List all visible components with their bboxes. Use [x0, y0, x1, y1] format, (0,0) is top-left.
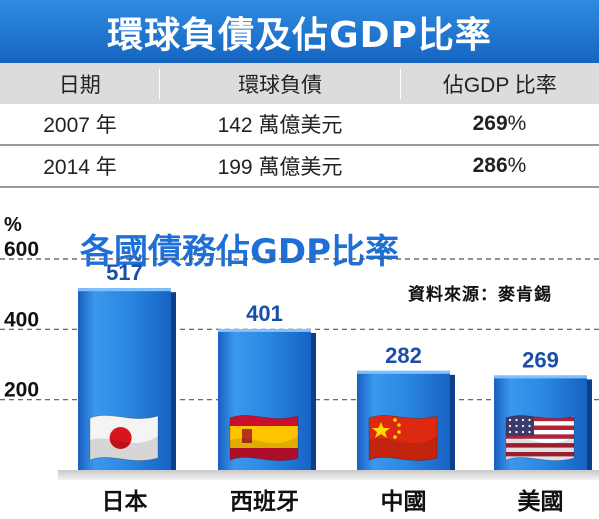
bar-highlight	[78, 288, 171, 292]
y-tick-label: 400	[4, 308, 39, 331]
chart-baseline	[58, 470, 599, 480]
bar-shadow	[448, 374, 455, 470]
cell-ratio: 269%	[400, 112, 599, 136]
header-debt: 環球負債	[159, 68, 399, 99]
ratio-unit: %	[507, 112, 527, 135]
table-row: 2014 年 199 萬億美元 286%	[0, 144, 599, 188]
y-tick-label: 600	[4, 238, 39, 261]
y-tick-label: 200	[4, 379, 39, 402]
bar-highlight	[218, 328, 311, 332]
debt-table: 日期 環球負債 佔GDP 比率 2007 年 142 萬億美元 269% 201…	[0, 63, 599, 188]
cell-ratio: 286%	[400, 154, 599, 178]
table-title: 環球負債及佔GDP比率	[107, 14, 492, 56]
chart-title: 各國債務佔GDP比率	[80, 232, 400, 272]
cell-debt: 199 萬億美元	[217, 156, 343, 179]
cell-debt: 142 萬億美元	[217, 114, 343, 137]
data-label: 269	[522, 347, 559, 372]
cell-date: 2007 年	[43, 114, 117, 137]
bar-highlight	[494, 375, 587, 379]
data-label: 517	[106, 260, 143, 285]
y-axis-unit: %	[4, 214, 22, 236]
table-header-row: 日期 環球負債 佔GDP 比率	[0, 63, 599, 104]
japan-flag	[89, 415, 159, 461]
header-date: 日期	[58, 73, 101, 97]
x-tick-label: 西班牙	[230, 488, 299, 515]
bar-shadow	[309, 332, 316, 470]
cell-date: 2014 年	[43, 156, 117, 179]
x-tick-label: 日本	[101, 488, 148, 515]
ratio-value: 286	[472, 154, 508, 177]
ratio-value: 269	[472, 112, 508, 135]
data-label: 401	[246, 301, 283, 326]
data-label: 282	[385, 343, 422, 368]
source-note: 資料來源：麥肯錫	[408, 285, 552, 305]
x-tick-label: 中國	[380, 488, 427, 515]
table-title-banner: 環球負債及佔GDP比率	[0, 0, 599, 63]
x-tick-label: 美國	[517, 488, 564, 515]
bar-shadow	[169, 292, 176, 470]
header-ratio: 佔GDP 比率	[399, 68, 599, 99]
bar-shadow	[585, 379, 592, 470]
table-row: 2007 年 142 萬億美元 269%	[0, 104, 599, 144]
bar-highlight	[357, 370, 450, 374]
ratio-unit: %	[507, 154, 527, 177]
